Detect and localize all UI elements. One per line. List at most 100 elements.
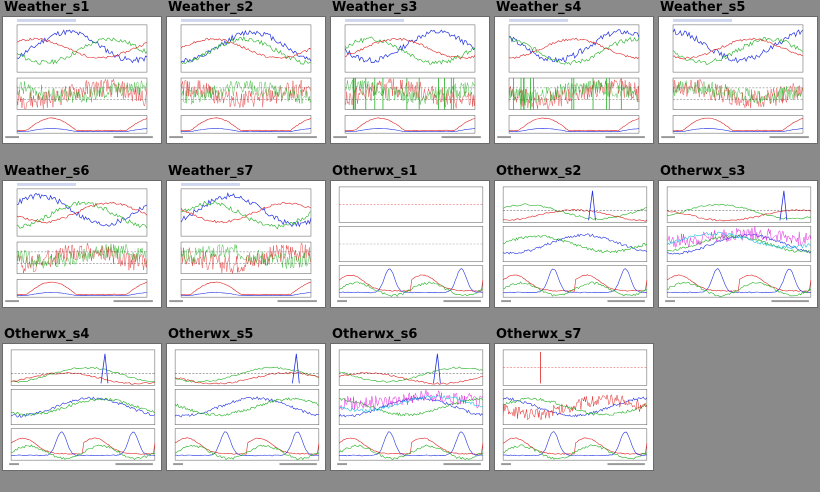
footer-text-mark: [665, 300, 675, 303]
series-line: [180, 201, 312, 224]
series-line: [667, 226, 812, 248]
thumbnail-plot-image[interactable]: [330, 343, 490, 471]
thumbnail-tile[interactable]: Weather_s6: [2, 164, 162, 308]
thumbnail-title[interactable]: Otherwx_s6: [332, 327, 418, 342]
thumbnail-plot-image[interactable]: [2, 16, 162, 144]
thumbnail-plot-image[interactable]: [494, 16, 654, 144]
thumbnail-tile[interactable]: Otherwx_s4: [2, 327, 162, 471]
plot-panel-frame: [180, 115, 312, 134]
series-line: [502, 437, 648, 455]
thumbnail-title[interactable]: Weather_s6: [4, 164, 90, 179]
series-line: [667, 233, 812, 255]
thumbnail-tile[interactable]: Otherwx_s3: [658, 164, 818, 308]
series-line: [10, 396, 155, 418]
footer-text-mark: [113, 300, 153, 303]
series-line: [338, 394, 483, 413]
thumbnail-tile[interactable]: Otherwx_s7: [494, 327, 654, 471]
thumbnail-tile[interactable]: Weather_s7: [166, 164, 326, 308]
thumbnail-plot-image[interactable]: [166, 16, 326, 144]
thumbnail-background: [167, 17, 325, 143]
thumbnail-plot-image[interactable]: [2, 180, 162, 308]
thumbnail-title[interactable]: Weather_s3: [332, 0, 418, 15]
thumbnail-tile[interactable]: Otherwx_s2: [494, 164, 654, 308]
plot-panel-frame: [10, 389, 156, 425]
thumbnail-plot-image[interactable]: [330, 180, 490, 308]
series-line: [503, 281, 647, 297]
thumbnail-plot-image[interactable]: [330, 16, 490, 144]
thumbnail-tile[interactable]: Weather_s5: [658, 0, 818, 144]
thumbnail-plot-image[interactable]: [494, 343, 654, 471]
series-line: [338, 274, 484, 292]
thumbnail-title[interactable]: Otherwx_s7: [496, 327, 582, 342]
footer-text-mark: [501, 463, 511, 466]
series-line: [666, 234, 812, 254]
footer-text-mark: [277, 300, 317, 303]
footer-text-mark: [115, 463, 153, 466]
thumbnail-title[interactable]: Otherwx_s5: [168, 327, 254, 342]
footer-text-mark: [501, 300, 511, 303]
thumbnail-title[interactable]: Weather_s7: [168, 164, 254, 179]
series-line: [11, 372, 155, 385]
series-line: [338, 372, 483, 385]
thumbnail-background: [495, 181, 653, 307]
footer-text-mark: [279, 463, 317, 466]
thumbnail-title[interactable]: Otherwx_s2: [496, 164, 582, 179]
series-line: [502, 203, 647, 220]
thumbnail-plot-image[interactable]: [2, 343, 162, 471]
footer-text-mark: [9, 463, 19, 466]
thumbnail-background: [659, 17, 817, 143]
thumbnail-tile[interactable]: Weather_s2: [166, 0, 326, 144]
thumbnail-title[interactable]: Weather_s2: [168, 0, 254, 15]
series-line: [339, 431, 483, 457]
footer-text-mark: [169, 136, 183, 139]
thumbnail-title[interactable]: Weather_s4: [496, 0, 582, 15]
series-line: [11, 366, 155, 383]
thumbnail-background: [331, 17, 489, 143]
thumbnail-title[interactable]: Otherwx_s3: [660, 164, 746, 179]
series-line: [11, 431, 155, 457]
thumbnail-plot-image[interactable]: [166, 343, 326, 471]
series-line: [344, 36, 476, 65]
series-line: [16, 200, 148, 229]
footer-text-mark: [771, 300, 809, 303]
thumbnail-title[interactable]: Otherwx_s1: [332, 164, 418, 179]
footer-text-mark: [5, 300, 19, 303]
plot-header-bar: [181, 18, 241, 22]
thumbnail-plot-image[interactable]: [494, 180, 654, 308]
thumbnail-plot-image[interactable]: [658, 180, 818, 308]
series-line: [672, 36, 804, 65]
footer-text-mark: [5, 136, 19, 139]
thumbnail-title[interactable]: Weather_s5: [660, 0, 746, 15]
series-line: [17, 281, 148, 296]
series-line: [180, 242, 312, 274]
plot-panel-frame: [502, 226, 648, 262]
plot-panel-frame: [672, 24, 804, 73]
series-line: [503, 444, 647, 460]
series-line: [175, 431, 319, 457]
plot-panel-frame: [10, 349, 156, 386]
series-line: [508, 37, 640, 59]
footer-text-mark: [497, 136, 511, 139]
series-line: [180, 29, 312, 63]
thumbnail-title[interactable]: Weather_s1: [4, 0, 90, 15]
series-line: [16, 201, 148, 224]
thumbnail-tile[interactable]: Otherwx_s6: [330, 327, 490, 471]
thumbnail-background: [3, 17, 161, 143]
thumbnail-plot-image[interactable]: [166, 180, 326, 308]
thumbnail-tile[interactable]: Weather_s4: [494, 0, 654, 144]
thumbnail-tile[interactable]: Weather_s1: [2, 0, 162, 144]
thumbnail-background: [3, 181, 161, 307]
thumbnail-tile[interactable]: Otherwx_s1: [330, 164, 490, 308]
footer-text-mark: [173, 463, 183, 466]
thumbnail-title[interactable]: Otherwx_s4: [4, 327, 90, 342]
thumbnail-tile[interactable]: Weather_s3: [330, 0, 490, 144]
footer-text-mark: [443, 463, 481, 466]
series-line: [17, 292, 147, 296]
plot-panel-frame: [16, 241, 148, 274]
footer-text-mark: [333, 136, 347, 139]
thumbnail-plot-image[interactable]: [658, 16, 818, 144]
thumbnail-tile[interactable]: Otherwx_s5: [166, 327, 326, 471]
footer-text-mark: [443, 300, 481, 303]
plot-panel-frame: [16, 188, 148, 237]
series-line: [502, 274, 648, 292]
